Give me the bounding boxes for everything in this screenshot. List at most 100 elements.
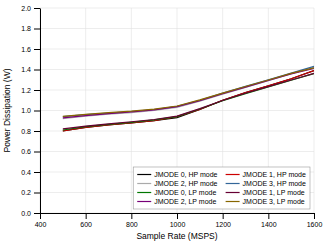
tick-mark <box>34 8 40 9</box>
tick-mark <box>34 70 40 71</box>
x-axis-title: Sample Rate (MSPS) <box>136 231 217 241</box>
tick: 0.8 <box>21 128 40 135</box>
legend-swatch <box>226 192 240 193</box>
legend-label: JMODE 3, LP mode <box>243 198 305 205</box>
tick-label: 0.2 <box>21 189 31 196</box>
legend-swatch <box>137 192 151 193</box>
series-line <box>63 68 314 117</box>
series-line <box>63 74 314 130</box>
lines <box>63 66 314 131</box>
legend-swatch <box>137 201 151 202</box>
legend-frame <box>133 167 310 209</box>
tick-mark <box>34 193 40 194</box>
tick: 2.0 <box>21 5 40 12</box>
tick-label: 1000 <box>170 221 186 228</box>
tick-label: 0.0 <box>21 210 31 217</box>
legend-item: JMODE 2, LP mode <box>137 198 216 205</box>
legend-item: JMODE 0, HP mode <box>137 171 217 178</box>
legend-item: JMODE 2, HP mode <box>137 180 217 187</box>
legend-label: JMODE 2, LP mode <box>154 198 216 205</box>
legend-item: JMODE 0, LP mode <box>137 189 216 196</box>
legend-label: JMODE 2, HP mode <box>154 180 217 187</box>
tick-label: 2.0 <box>21 5 31 12</box>
tick-label: 600 <box>80 221 92 228</box>
tick-mark <box>34 152 40 153</box>
tick: 1.8 <box>21 25 40 32</box>
legend-swatch <box>226 201 240 202</box>
tick-mark <box>34 172 40 173</box>
tick-label: 0.6 <box>21 148 31 155</box>
grid <box>40 8 314 213</box>
axis-line <box>40 9 41 214</box>
chart: 400 600 800 1000 1200 1400 1600 0.0 0.2 0.4 0.6 0.8… <box>0 0 324 243</box>
tick-mark <box>268 213 269 219</box>
legend-swatch <box>226 183 240 184</box>
tick: 0.0 <box>21 210 40 217</box>
grid-line <box>40 49 314 50</box>
tick-mark <box>177 213 178 219</box>
tick-label: 1.0 <box>21 107 31 114</box>
legend-item: JMODE 1, LP mode <box>226 189 305 196</box>
y-axis: 0.0 0.2 0.4 0.6 0.8 1.0 1.2 1.4 1.6 1.8 2.0 <box>21 5 40 217</box>
legend-swatch <box>226 174 240 175</box>
tick: 1200 <box>215 213 231 228</box>
series-line <box>63 71 314 131</box>
tick: 1.6 <box>21 46 40 53</box>
grid-line <box>40 151 314 152</box>
tick-mark <box>86 213 87 219</box>
grid-line <box>40 131 314 132</box>
series-line <box>63 68 314 117</box>
y-axis-title: Power Dissipation (W) <box>2 68 12 152</box>
tick: 0.6 <box>21 148 40 155</box>
series-line <box>63 66 314 116</box>
tick: 400 <box>35 213 47 228</box>
legend-item: JMODE 3, HP mode <box>226 180 306 187</box>
plot: 400 600 800 1000 1200 1400 1600 0.0 0.2 0.4 0.6 0.8… <box>21 5 322 228</box>
tick-mark <box>34 213 40 214</box>
series-line <box>63 73 314 129</box>
tick-label: 1.4 <box>21 66 31 73</box>
legend-item: JMODE 3, LP mode <box>226 198 305 205</box>
series-line <box>63 71 314 131</box>
legend-label: JMODE 0, LP mode <box>154 189 216 196</box>
grid-line <box>40 69 314 70</box>
tick-label: 1400 <box>261 221 277 228</box>
legend-swatch <box>137 174 151 175</box>
tick: 1400 <box>261 213 277 228</box>
tick-mark <box>34 49 40 50</box>
grid-line <box>40 28 314 29</box>
legend-label: JMODE 1, HP mode <box>243 171 306 178</box>
tick-label: 1600 <box>307 221 323 228</box>
tick-mark <box>40 213 41 219</box>
tick: 1.2 <box>21 87 40 94</box>
tick: 600 <box>80 213 92 228</box>
tick-label: 0.8 <box>21 128 31 135</box>
tick: 0.2 <box>21 189 40 196</box>
legend-label: JMODE 1, LP mode <box>243 189 305 196</box>
legend: JMODE 0, HP mode JMODE 1, HP mode JMODE 2,… <box>133 167 310 209</box>
tick: 1600 <box>307 213 323 228</box>
tick-label: 1.2 <box>21 87 31 94</box>
grid-line <box>40 110 314 111</box>
tick-mark <box>223 213 224 219</box>
tick-mark <box>131 213 132 219</box>
tick-mark <box>34 111 40 112</box>
tick-label: 1.6 <box>21 46 31 53</box>
tick-mark <box>34 90 40 91</box>
tick-label: 800 <box>126 221 138 228</box>
x-axis: 400 600 800 1000 1200 1400 1600 <box>35 213 323 228</box>
tick: 1.0 <box>21 107 40 114</box>
tick-label: 400 <box>35 221 47 228</box>
legend-item: JMODE 1, HP mode <box>226 171 306 178</box>
legend-label: JMODE 3, HP mode <box>243 180 306 187</box>
tick: 0.4 <box>21 169 40 176</box>
tick: 1.4 <box>21 66 40 73</box>
legend-swatch <box>137 183 151 184</box>
tick-label: 1200 <box>215 221 231 228</box>
tick: 800 <box>126 213 138 228</box>
tick-label: 0.4 <box>21 169 31 176</box>
legend-label: JMODE 0, HP mode <box>154 171 217 178</box>
tick: 1000 <box>170 213 186 228</box>
tick-mark <box>314 213 315 219</box>
tick-mark <box>34 29 40 30</box>
